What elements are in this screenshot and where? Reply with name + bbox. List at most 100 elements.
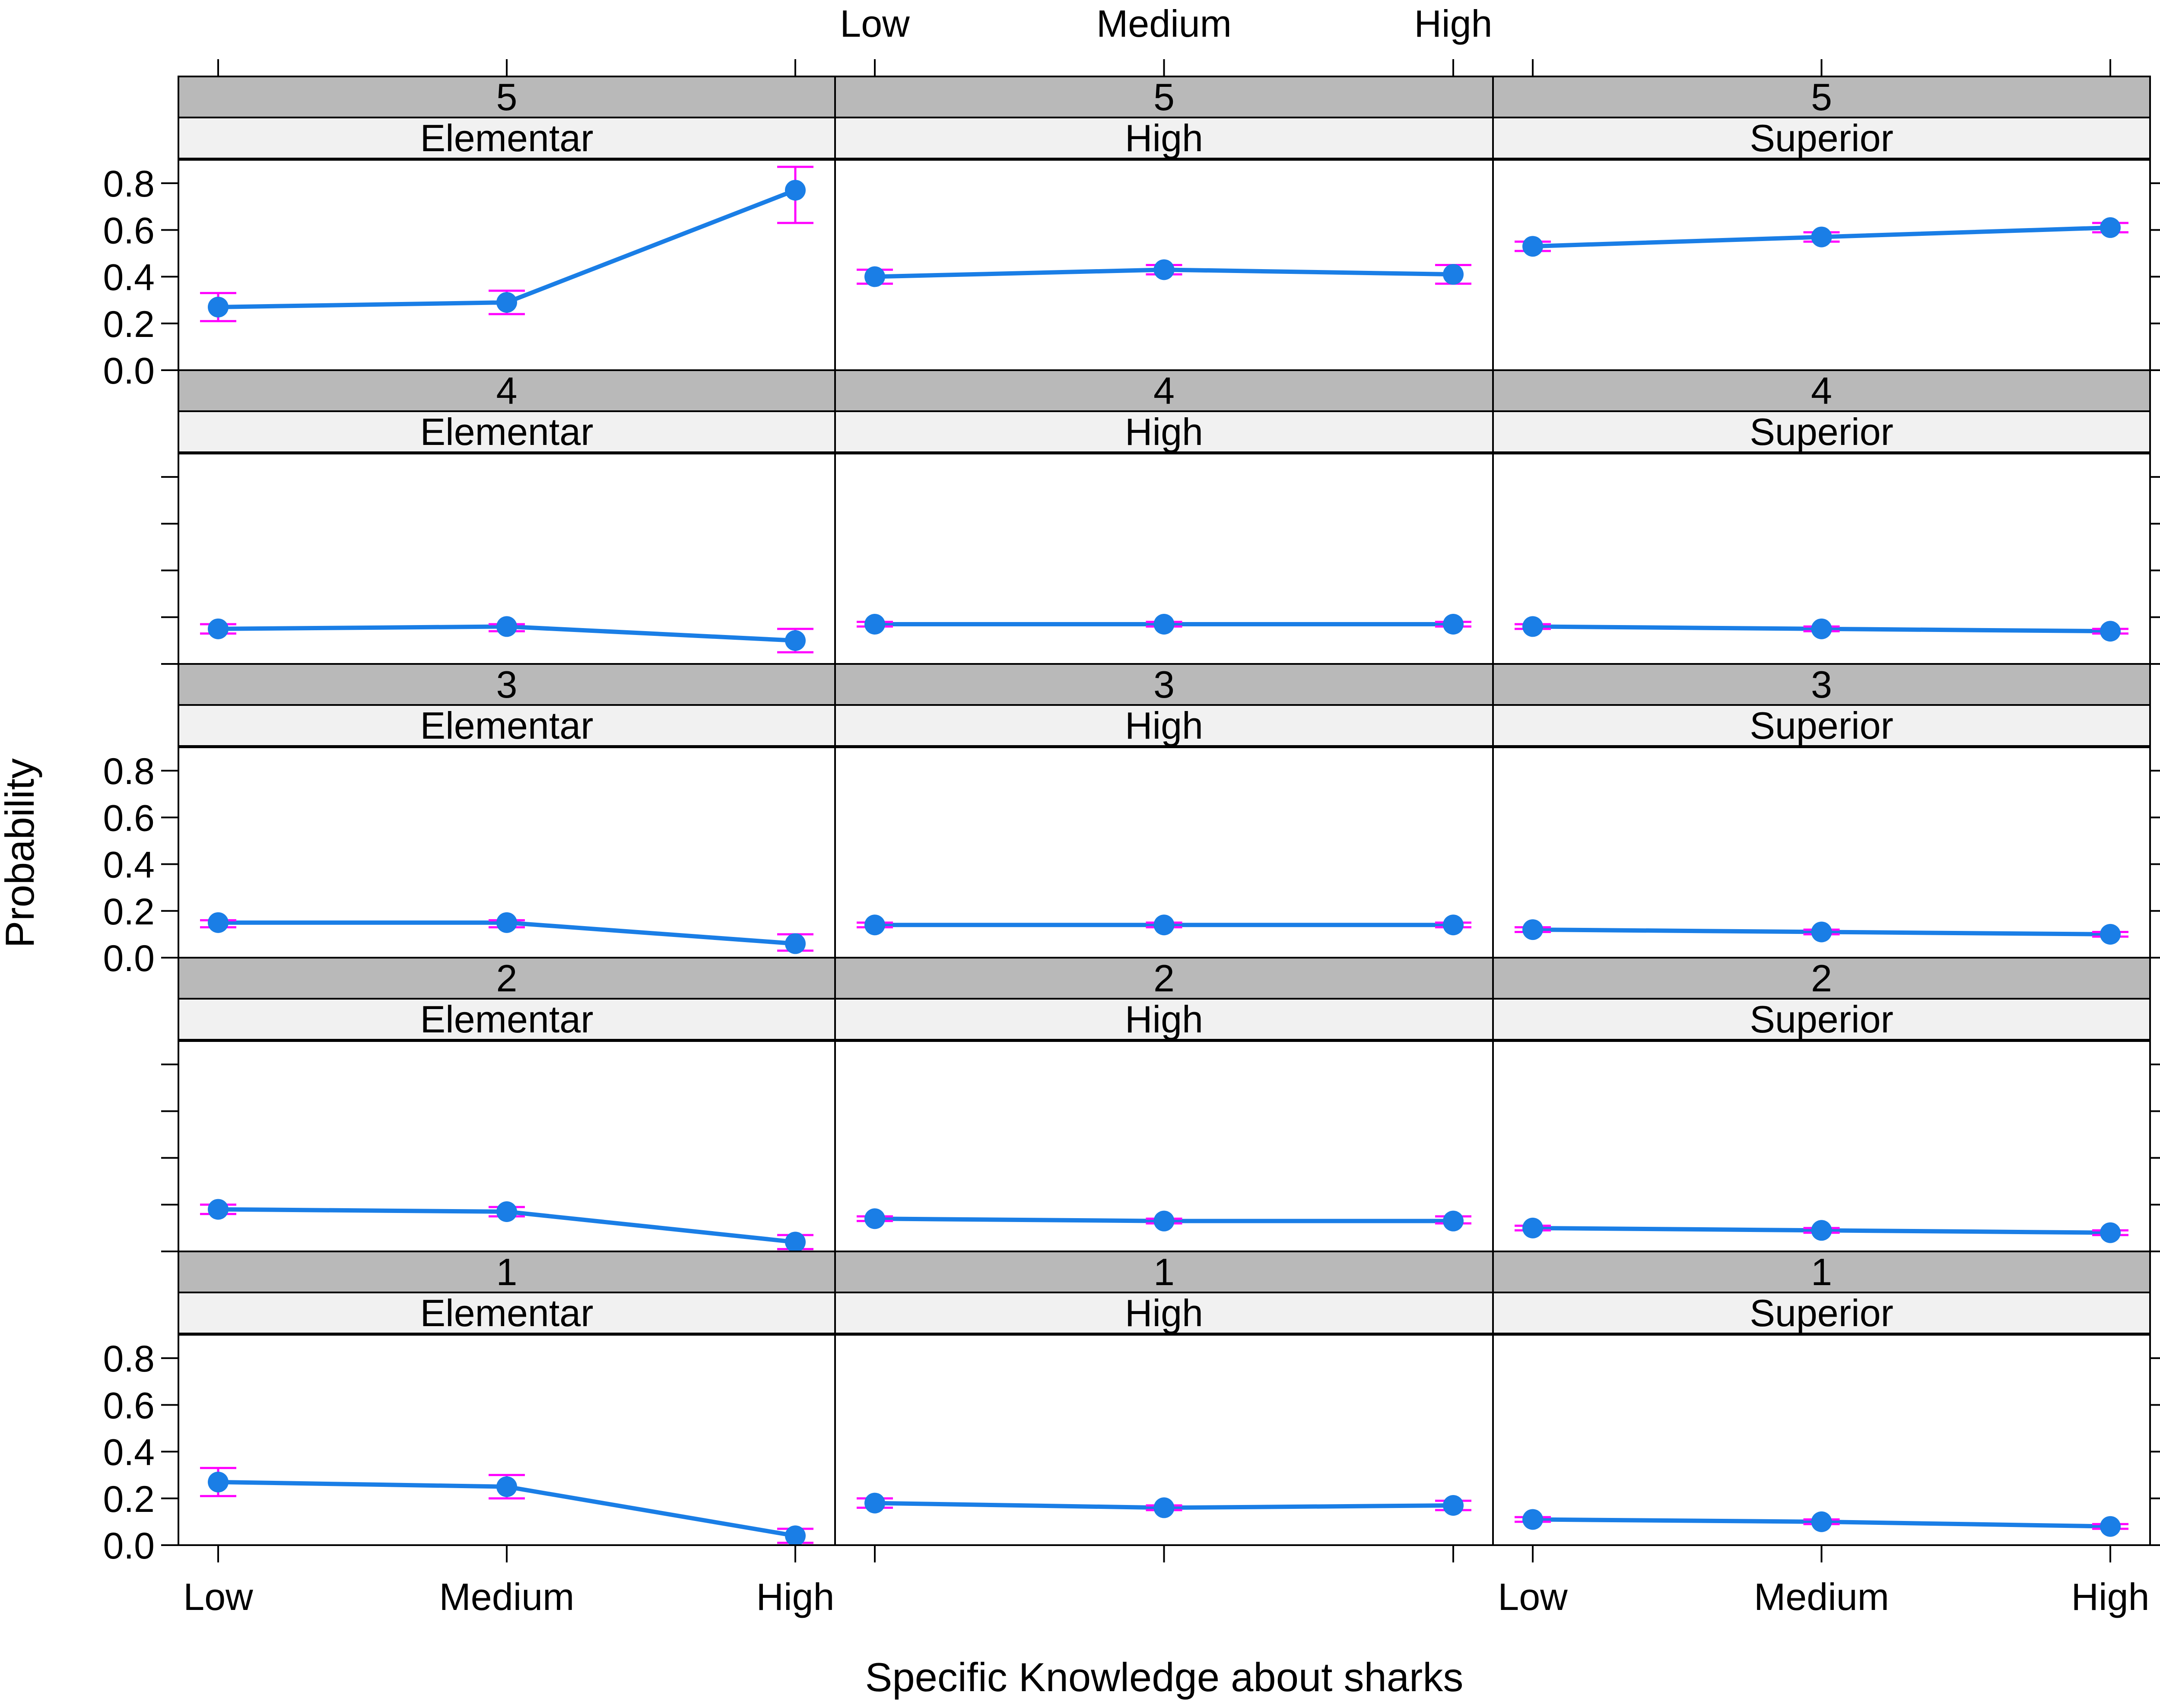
panel-frame [1492, 746, 2151, 959]
data-point [1811, 921, 1832, 943]
strip-level [178, 369, 836, 412]
data-point [496, 912, 517, 933]
data-point [864, 914, 885, 936]
data-point [1443, 1495, 1464, 1516]
strip-group-label: Superior [1750, 998, 1893, 1041]
strip-group-label: Superior [1750, 410, 1893, 453]
data-point [1522, 236, 1543, 257]
strip-level-label: 5 [496, 76, 518, 118]
strip-group-label: Elementar [420, 704, 593, 747]
strip-level-label: 3 [1153, 663, 1175, 706]
y-tick-label: 0.6 [103, 210, 155, 251]
strip-group-label: High [1125, 704, 1203, 747]
data-point [496, 292, 517, 313]
y-tick-label: 0.8 [103, 163, 155, 205]
data-point [785, 630, 806, 651]
data-point [1153, 1497, 1175, 1518]
data-point [785, 180, 806, 201]
data-point [2100, 1516, 2121, 1537]
strip-group-label: High [1125, 998, 1203, 1041]
x-tick-label-top: Low [840, 2, 910, 45]
strip-group [1492, 1292, 2151, 1334]
data-point [496, 616, 517, 637]
y-tick-label: 0.6 [103, 797, 155, 839]
data-point [1522, 1217, 1543, 1238]
strip-level [178, 957, 836, 1000]
data-point [864, 266, 885, 287]
data-point [1443, 914, 1464, 936]
strip-level-label: 4 [1153, 369, 1175, 412]
strip-group [1492, 410, 2151, 453]
strip-group [834, 117, 1494, 159]
strip-level-label: 2 [496, 957, 518, 1000]
data-point [2100, 217, 2121, 238]
strip-level [178, 76, 836, 118]
strip-level-label: 3 [496, 663, 518, 706]
data-point [785, 933, 806, 954]
strip-level [834, 663, 1494, 706]
y-tick-label: 0.4 [103, 257, 155, 298]
x-tick-label: Low [183, 1575, 253, 1618]
data-point [1153, 259, 1175, 280]
x-tick-label-top: High [1414, 2, 1493, 45]
y-tick-label: 0.2 [103, 304, 155, 345]
strip-level-label: 1 [1811, 1251, 1832, 1293]
x-tick-label: Low [1498, 1575, 1568, 1618]
strip-level-label: 4 [496, 369, 518, 412]
data-point [2100, 924, 2121, 945]
data-point [1811, 226, 1832, 248]
strip-group [834, 1292, 1494, 1334]
x-tick-label: High [756, 1575, 835, 1618]
strip-level [178, 1251, 836, 1293]
data-point [2100, 1222, 2121, 1243]
y-tick-label: 0.4 [103, 1432, 155, 1473]
x-tick-label: High [2071, 1575, 2150, 1618]
strip-level-label: 1 [1153, 1251, 1175, 1293]
strip-group-label: Superior [1750, 1292, 1893, 1334]
data-point [496, 1476, 517, 1497]
strip-group-label: Superior [1750, 704, 1893, 747]
data-point [1443, 614, 1464, 635]
data-point [208, 296, 229, 317]
panel-frame [1492, 453, 2151, 665]
strip-group-label: Elementar [420, 998, 593, 1041]
data-point [1522, 919, 1543, 940]
data-point [864, 614, 885, 635]
y-tick-label: 0.6 [103, 1385, 155, 1426]
strip-level-label: 2 [1811, 957, 1832, 1000]
strip-group [1492, 704, 2151, 747]
y-tick-label: 0.2 [103, 891, 155, 933]
data-point [864, 1208, 885, 1229]
strip-level-label: 2 [1153, 957, 1175, 1000]
x-tick-label-top: Medium [1096, 2, 1232, 45]
data-point [1443, 264, 1464, 285]
strip-group-label: Elementar [420, 117, 593, 159]
data-point [1153, 914, 1175, 936]
data-point [864, 1492, 885, 1514]
strip-group [178, 410, 836, 453]
data-point [1153, 614, 1175, 635]
data-point [208, 912, 229, 933]
y-axis-title: Probability [0, 759, 42, 948]
strip-level-label: 4 [1811, 369, 1832, 412]
data-point [1153, 1210, 1175, 1232]
data-point [1443, 1210, 1464, 1232]
strip-group-label: Superior [1750, 117, 1893, 159]
strip-group [178, 998, 836, 1041]
data-point [1811, 1511, 1832, 1532]
strip-level-label: 5 [1153, 76, 1175, 118]
data-point [1522, 1509, 1543, 1530]
